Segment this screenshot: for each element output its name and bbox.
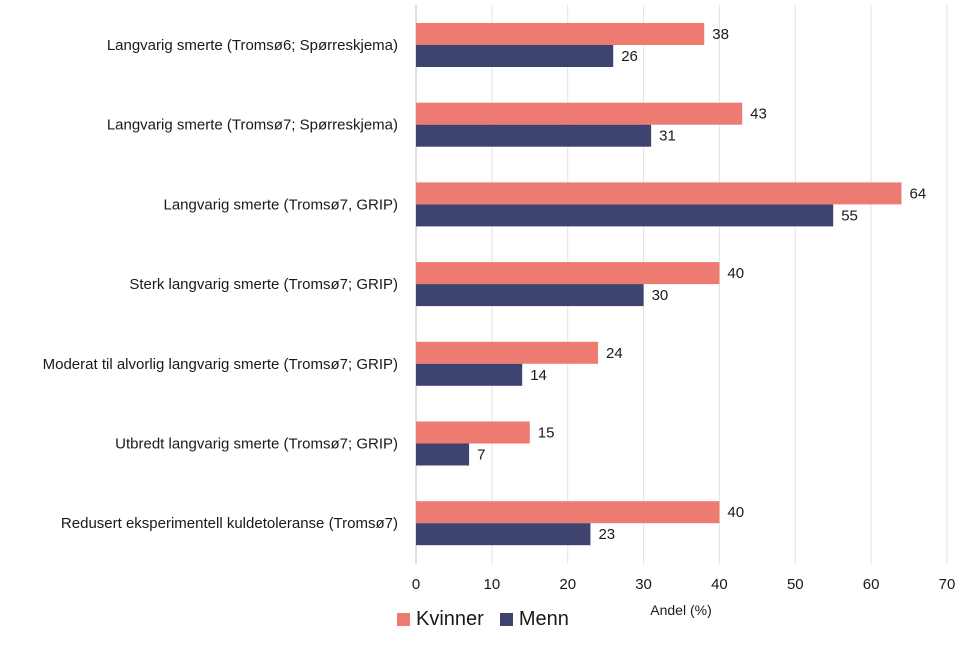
legend-item-kvinner: Kvinner [397, 608, 484, 631]
x-tick-label: 30 [635, 576, 652, 593]
category-label: Langvarig smerte (Tromsø6; Spørreskjema) [107, 37, 398, 54]
data-label: 55 [841, 207, 858, 224]
bar-kvinner [416, 421, 530, 444]
category-labels: Langvarig smerte (Tromsø6; Spørreskjema)… [43, 37, 398, 532]
bar-menn [416, 523, 591, 546]
bar-menn [416, 204, 834, 227]
x-tick-labels: 0 10 20 30 40 50 60 70 [412, 576, 956, 593]
data-label: 15 [538, 425, 555, 442]
legend-item-menn: Menn [499, 608, 569, 631]
category-label: Langvarig smerte (Tromsø7; Spørreskjema) [107, 117, 398, 134]
x-tick-label: 50 [787, 576, 804, 593]
x-tick-label: 0 [412, 576, 420, 593]
bar-kvinner [416, 182, 902, 205]
data-label: 38 [712, 26, 729, 43]
bars: 38 26 43 31 64 55 40 30 24 14 15 7 40 23 [416, 23, 926, 546]
data-label: 43 [750, 106, 767, 123]
x-axis-title: Andel (%) [650, 602, 711, 618]
bar-menn [416, 284, 644, 307]
bar-kvinner [416, 501, 720, 524]
data-label: 26 [621, 48, 638, 65]
legend-label-kvinner: Kvinner [416, 608, 484, 630]
data-label: 40 [727, 504, 744, 521]
bar-menn [416, 363, 523, 386]
data-label: 40 [727, 265, 744, 282]
data-label: 31 [659, 128, 676, 145]
category-label: Sterk langvarig smerte (Tromsø7; GRIP) [129, 276, 398, 293]
x-tick-label: 10 [484, 576, 501, 593]
legend: Kvinner Menn [397, 608, 585, 631]
bar-kvinner [416, 102, 743, 125]
category-label: Utbredt langvarig smerte (Tromsø7; GRIP) [115, 436, 398, 453]
data-label: 14 [530, 367, 547, 384]
x-tick-label: 70 [939, 576, 956, 593]
legend-swatch-kvinner [397, 613, 410, 626]
legend-swatch-menn [499, 613, 513, 626]
data-label: 64 [909, 185, 926, 202]
bar-kvinner [416, 262, 720, 285]
category-label: Redusert eksperimentell kuldetoleranse (… [61, 515, 398, 532]
category-label: Langvarig smerte (Tromsø7, GRIP) [164, 196, 399, 213]
bar-kvinner [416, 23, 705, 45]
x-tick-label: 40 [711, 576, 728, 593]
data-label: 7 [477, 447, 485, 464]
bar-menn [416, 124, 652, 147]
bar-menn [416, 443, 470, 466]
data-label: 23 [598, 526, 615, 543]
bar-kvinner [416, 341, 599, 364]
bar-menn [416, 45, 614, 67]
data-label: 24 [606, 345, 623, 362]
data-label: 30 [652, 287, 669, 304]
x-tick-label: 60 [863, 576, 880, 593]
legend-label-menn: Menn [518, 608, 569, 630]
x-tick-label: 20 [559, 576, 576, 593]
category-label: Moderat til alvorlig langvarig smerte (T… [43, 356, 398, 373]
